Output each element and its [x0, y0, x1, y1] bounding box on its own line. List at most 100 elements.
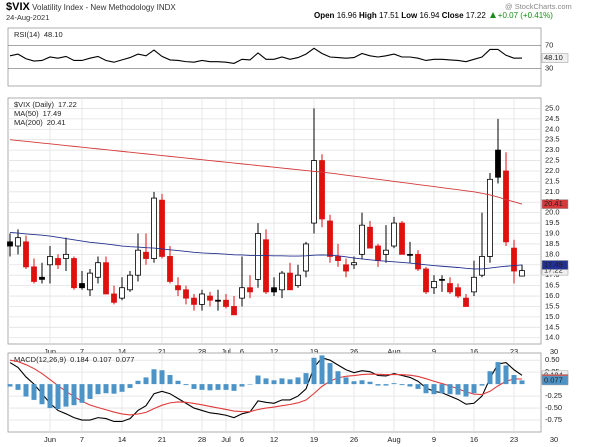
- x-tick-label: 26: [350, 347, 358, 356]
- legend-value: 20.41: [47, 118, 66, 127]
- candle-body: [319, 160, 325, 220]
- histogram-bar: [199, 384, 205, 390]
- change: +0.07 (+0.41%): [497, 11, 553, 20]
- histogram-bar: [303, 373, 309, 385]
- candle-body: [263, 239, 269, 293]
- x-tick-label: 30: [550, 347, 558, 356]
- histogram-bar: [31, 384, 37, 400]
- x-tick-label: 9: [432, 347, 436, 356]
- histogram-bar: [487, 371, 493, 385]
- up-arrow: [489, 12, 496, 18]
- candle-body: [47, 256, 53, 266]
- candle-body: [471, 276, 477, 293]
- candle-body: [255, 233, 261, 280]
- open-value: 16.96: [336, 11, 357, 20]
- candle-body: [327, 220, 333, 257]
- value-tag-label: 48.10: [544, 53, 563, 62]
- candle-body: [143, 251, 149, 259]
- x-tick-label: 12: [270, 347, 278, 356]
- candle-body: [343, 264, 349, 272]
- histogram-bar: [367, 381, 373, 385]
- legend-value: 17.49: [43, 109, 62, 118]
- histogram-bar: [23, 384, 29, 397]
- candle-body: [135, 249, 141, 276]
- y-tick-label: 20.0: [545, 208, 560, 217]
- candle-body: [311, 160, 317, 224]
- histogram-bar: [167, 375, 173, 385]
- x-tick-label: Jun: [44, 347, 56, 356]
- histogram-bar: [39, 384, 45, 405]
- histogram-bar: [511, 375, 517, 385]
- candle-body: [175, 285, 181, 291]
- x-tick-label: Aug: [387, 347, 400, 356]
- x-tick-label: 21: [158, 347, 166, 356]
- candle-body: [207, 295, 213, 301]
- candle-body: [223, 299, 229, 307]
- candle-body: [63, 253, 69, 259]
- candle-body: [103, 262, 109, 295]
- legend-name: MACD(12,26,9): [14, 355, 67, 364]
- x-tick-label: 14: [118, 347, 126, 356]
- candle-body: [479, 256, 485, 276]
- legend-name: MA(200): [14, 118, 43, 127]
- y-tick-label: 24.0: [545, 124, 560, 133]
- y-tick-label: 23.5: [545, 135, 560, 144]
- value-tag: [541, 53, 569, 63]
- histogram-bar: [255, 375, 261, 385]
- value-tag: [541, 375, 569, 386]
- histogram-bar: [223, 384, 229, 390]
- candle-body: [303, 243, 309, 272]
- value-tag-label: 0.077: [544, 375, 563, 384]
- candle-body: [271, 287, 277, 293]
- candle-body: [383, 249, 389, 255]
- legend-name: MA(50): [14, 109, 39, 118]
- histogram-bar: [463, 384, 469, 397]
- value-tag-label: 20.41: [544, 199, 563, 208]
- x-tick-label: 7: [80, 435, 84, 444]
- histogram-bar: [391, 383, 397, 385]
- open-label: Open: [314, 11, 335, 20]
- x-tick-label: Jul: [221, 347, 231, 356]
- y-tick-label: 22.0: [545, 166, 560, 175]
- legend-value: 0.107: [93, 355, 112, 364]
- histogram-bar: [503, 365, 509, 385]
- value-tag-label: 17.22: [544, 266, 563, 275]
- y-tick-label: -0.25: [545, 391, 562, 400]
- y-tick-label: 18.0: [545, 249, 560, 258]
- candle-body: [55, 258, 61, 266]
- candle-body: [351, 262, 357, 266]
- close-label: Close: [441, 11, 464, 20]
- candle-body: [39, 276, 45, 280]
- candle-body: [375, 245, 381, 262]
- value-tag: [541, 260, 569, 270]
- histogram-bar: [279, 378, 285, 385]
- y-tick-label: 21.0: [545, 187, 560, 196]
- legend-value: 17.22: [58, 100, 77, 109]
- candle-body: [71, 258, 77, 289]
- candle-body: [519, 270, 525, 277]
- panel-frame: [7, 97, 542, 345]
- candle-body: [247, 287, 253, 293]
- watermark: @ StockCharts.com: [505, 2, 572, 11]
- low-value: 16.94: [419, 11, 440, 20]
- candle-body: [359, 224, 365, 255]
- histogram-bar: [79, 384, 85, 403]
- histogram-bar: [455, 384, 461, 395]
- candle-body: [231, 306, 237, 316]
- histogram-bar: [431, 384, 437, 395]
- histogram-bar: [495, 362, 501, 385]
- histogram-bar: [183, 384, 189, 386]
- candle-body: [503, 170, 509, 243]
- candle-body: [455, 287, 461, 297]
- x-tick-label: 16: [470, 347, 478, 356]
- histogram-bar: [159, 370, 165, 385]
- y-tick-label: 18.5: [545, 239, 560, 248]
- y-tick-label: 0.50: [545, 355, 560, 364]
- histogram-bar: [399, 384, 405, 386]
- legend-value: 0.184: [70, 355, 89, 364]
- histogram-bar: [95, 384, 101, 395]
- x-tick-label: 23: [510, 435, 518, 444]
- candle-body: [447, 283, 453, 293]
- legend-name: RSI(14): [14, 30, 40, 39]
- y-tick-label: 21.5: [545, 176, 560, 185]
